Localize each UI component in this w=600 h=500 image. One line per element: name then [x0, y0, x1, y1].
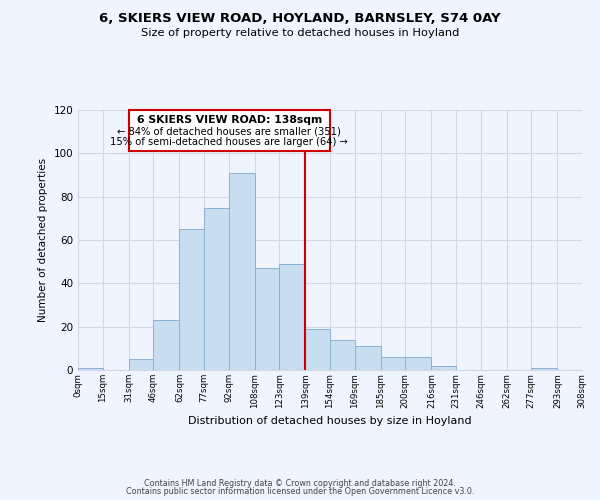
Bar	[78, 368, 103, 370]
Bar	[179, 229, 204, 370]
Bar	[405, 357, 431, 370]
Bar	[531, 368, 557, 370]
FancyBboxPatch shape	[129, 110, 330, 151]
Bar	[355, 346, 381, 370]
Bar	[204, 208, 229, 370]
Text: Contains public sector information licensed under the Open Government Licence v3: Contains public sector information licen…	[126, 487, 474, 496]
Text: Size of property relative to detached houses in Hoyland: Size of property relative to detached ho…	[141, 28, 459, 38]
Bar	[229, 173, 255, 370]
Bar	[305, 329, 330, 370]
X-axis label: Distribution of detached houses by size in Hoyland: Distribution of detached houses by size …	[188, 416, 472, 426]
Text: 6, SKIERS VIEW ROAD, HOYLAND, BARNSLEY, S74 0AY: 6, SKIERS VIEW ROAD, HOYLAND, BARNSLEY, …	[99, 12, 501, 26]
Text: 6 SKIERS VIEW ROAD: 138sqm: 6 SKIERS VIEW ROAD: 138sqm	[137, 116, 322, 126]
Bar	[330, 340, 355, 370]
Bar	[279, 264, 305, 370]
Bar	[431, 366, 456, 370]
Bar	[381, 357, 405, 370]
Bar	[153, 320, 179, 370]
Y-axis label: Number of detached properties: Number of detached properties	[38, 158, 48, 322]
Bar	[129, 359, 153, 370]
Text: ← 84% of detached houses are smaller (351): ← 84% of detached houses are smaller (35…	[118, 126, 341, 136]
Text: 15% of semi-detached houses are larger (64) →: 15% of semi-detached houses are larger (…	[110, 137, 349, 147]
Bar	[255, 268, 279, 370]
Text: Contains HM Land Registry data © Crown copyright and database right 2024.: Contains HM Land Registry data © Crown c…	[144, 478, 456, 488]
